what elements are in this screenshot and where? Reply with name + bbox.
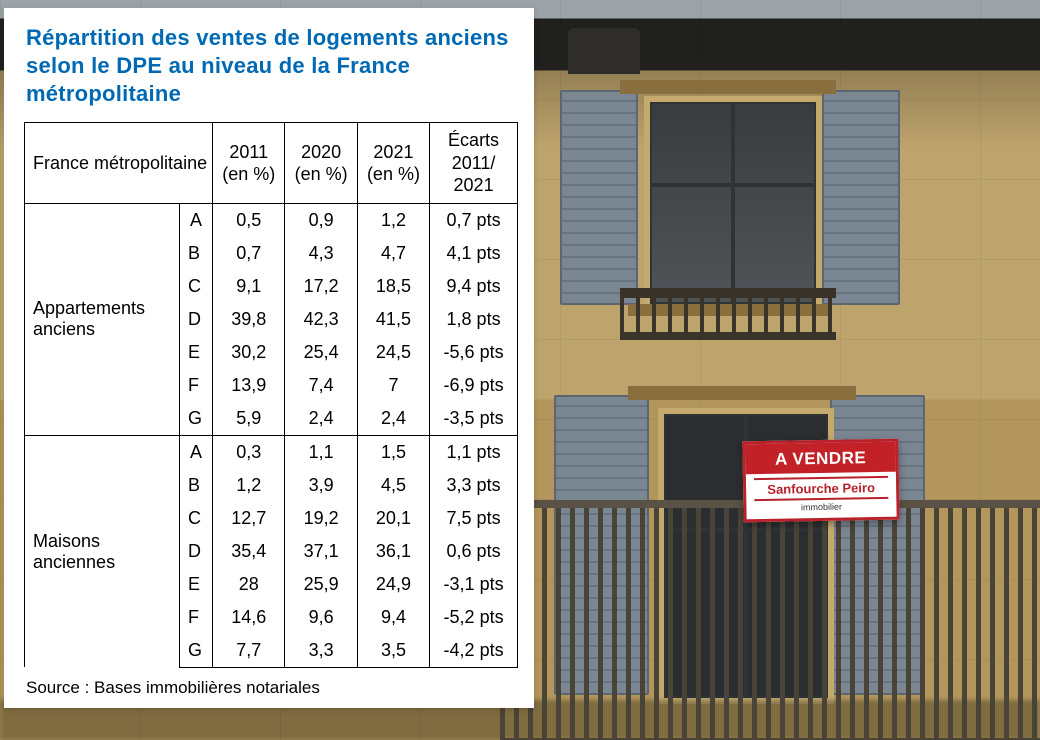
val-2020: 17,2 (285, 270, 357, 303)
grade: E (180, 336, 213, 369)
sign-agency: Sanfourche Peiro (754, 476, 888, 501)
val-2011: 9,1 (213, 270, 285, 303)
table-row: Maisons anciennesA0,31,11,51,1 pts (25, 435, 518, 469)
info-card: Répartition des ventes de logements anci… (4, 8, 534, 708)
val-2020: 1,1 (285, 435, 357, 469)
val-2021: 3,5 (357, 634, 429, 668)
val-ecart: -3,1 pts (430, 568, 518, 601)
val-2021: 4,7 (357, 237, 429, 270)
grade: G (180, 402, 213, 436)
val-2020: 37,1 (285, 535, 357, 568)
val-2020: 19,2 (285, 502, 357, 535)
th-2011: 2011 (en %) (213, 123, 285, 204)
th-2021: 2021 (en %) (357, 123, 429, 204)
val-2011: 7,7 (213, 634, 285, 668)
shutter-left-upper (560, 90, 638, 305)
lintel-lower (628, 386, 856, 400)
sign-headline: A VENDRE (745, 442, 896, 475)
val-ecart: 0,6 pts (430, 535, 518, 568)
val-2021: 9,4 (357, 601, 429, 634)
title-line1: Répartition des ventes de logements anci… (26, 25, 509, 50)
val-2011: 13,9 (213, 369, 285, 402)
grade: F (180, 369, 213, 402)
grade: B (180, 469, 213, 502)
th-2020: 2020 (en %) (285, 123, 357, 204)
val-2011: 28 (213, 568, 285, 601)
window-upper (644, 96, 822, 310)
val-2011: 1,2 (213, 469, 285, 502)
sign-sub: immobilier (746, 501, 896, 520)
card-title: Répartition des ventes de logements anci… (26, 24, 518, 108)
val-2020: 3,3 (285, 634, 357, 668)
val-2011: 30,2 (213, 336, 285, 369)
grade: E (180, 568, 213, 601)
val-2021: 20,1 (357, 502, 429, 535)
val-2011: 35,4 (213, 535, 285, 568)
grade: C (180, 270, 213, 303)
grade: A (180, 203, 213, 237)
val-2011: 5,9 (213, 402, 285, 436)
grade: G (180, 634, 213, 668)
val-2020: 7,4 (285, 369, 357, 402)
val-2021: 41,5 (357, 303, 429, 336)
val-ecart: -5,6 pts (430, 336, 518, 369)
val-2020: 3,9 (285, 469, 357, 502)
val-2021: 36,1 (357, 535, 429, 568)
grade: C (180, 502, 213, 535)
shutter-right-upper (822, 90, 900, 305)
val-2021: 18,5 (357, 270, 429, 303)
for-sale-sign: A VENDRE Sanfourche Peiro immobilier (742, 439, 899, 523)
val-ecart: -3,5 pts (430, 402, 518, 436)
val-ecart: -4,2 pts (430, 634, 518, 668)
table-row: Appartements anciensA0,50,91,20,7 pts (25, 203, 518, 237)
val-2011: 0,3 (213, 435, 285, 469)
val-2021: 24,5 (357, 336, 429, 369)
val-2021: 1,2 (357, 203, 429, 237)
val-2011: 14,6 (213, 601, 285, 634)
lintel-upper (620, 80, 836, 94)
val-ecart: 0,7 pts (430, 203, 518, 237)
val-2020: 0,9 (285, 203, 357, 237)
balcony-railing (500, 500, 1040, 740)
grade: B (180, 237, 213, 270)
val-2020: 2,4 (285, 402, 357, 436)
val-2021: 2,4 (357, 402, 429, 436)
title-line2: selon le DPE au niveau de la France métr… (26, 53, 410, 106)
val-2020: 4,3 (285, 237, 357, 270)
val-ecart: 1,1 pts (430, 435, 518, 469)
th-ecarts: Écarts 2011/ 2021 (430, 123, 518, 204)
val-2021: 7 (357, 369, 429, 402)
grade: D (180, 535, 213, 568)
val-2020: 9,6 (285, 601, 357, 634)
th-region: France métropolitaine (25, 123, 213, 204)
val-2021: 24,9 (357, 568, 429, 601)
val-ecart: -5,2 pts (430, 601, 518, 634)
val-ecart: 1,8 pts (430, 303, 518, 336)
val-2011: 0,5 (213, 203, 285, 237)
railing-upper (620, 288, 836, 340)
grade: A (180, 435, 213, 469)
grade: F (180, 601, 213, 634)
source-line: Source : Bases immobilières notariales (26, 678, 518, 698)
val-2021: 1,5 (357, 435, 429, 469)
val-2020: 42,3 (285, 303, 357, 336)
category-cell: Appartements anciens (25, 203, 180, 435)
val-2011: 39,8 (213, 303, 285, 336)
val-ecart: 3,3 pts (430, 469, 518, 502)
val-ecart: 9,4 pts (430, 270, 518, 303)
val-ecart: 7,5 pts (430, 502, 518, 535)
grade: D (180, 303, 213, 336)
val-ecart: -6,9 pts (430, 369, 518, 402)
category-cell: Maisons anciennes (25, 435, 180, 667)
val-2020: 25,9 (285, 568, 357, 601)
val-2021: 4,5 (357, 469, 429, 502)
val-2011: 0,7 (213, 237, 285, 270)
val-2011: 12,7 (213, 502, 285, 535)
dormer-window (568, 28, 640, 74)
dpe-table: France métropolitaine 2011 (en %) 2020 (… (24, 122, 518, 668)
val-ecart: 4,1 pts (430, 237, 518, 270)
val-2020: 25,4 (285, 336, 357, 369)
